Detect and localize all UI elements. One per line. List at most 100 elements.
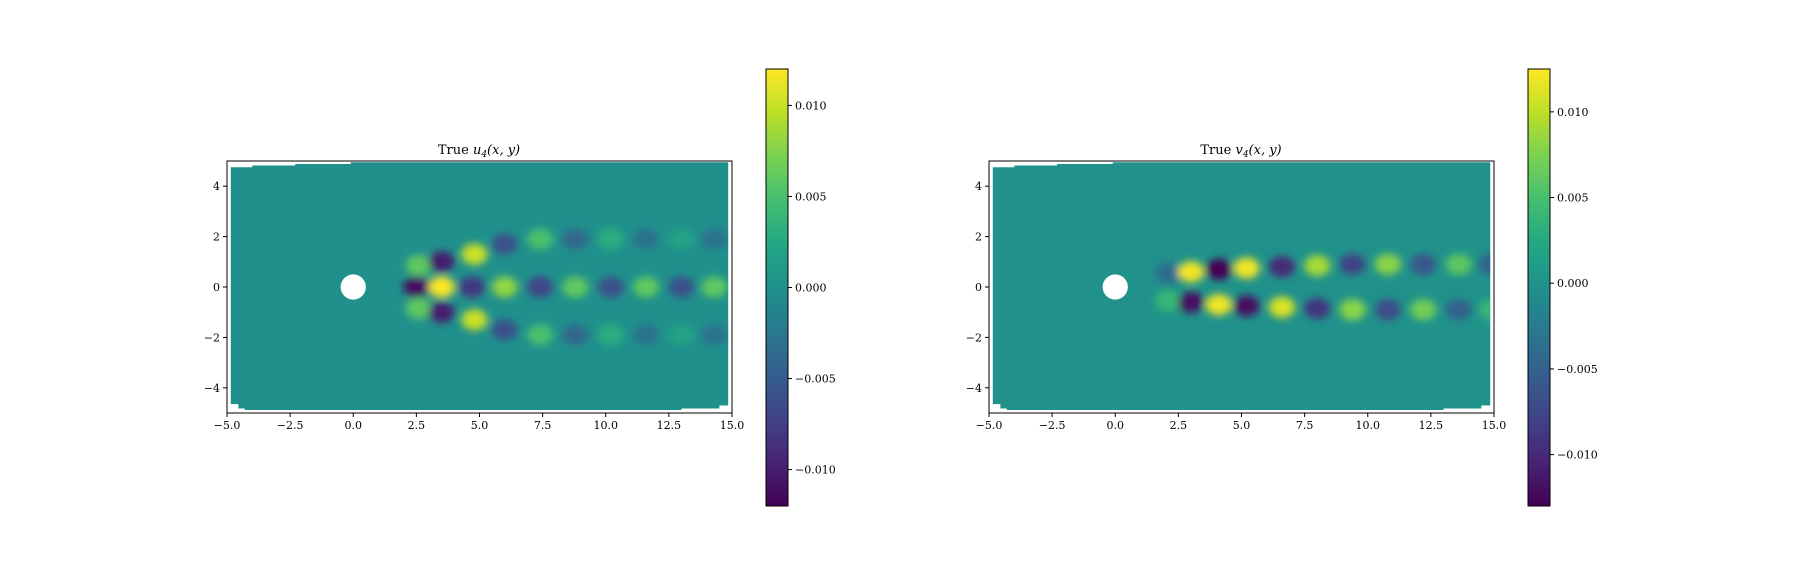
field-mode-blob — [597, 228, 624, 250]
field-mode-blob — [1177, 291, 1205, 313]
field-mode-blob — [1233, 257, 1260, 279]
field-mode-blob — [633, 324, 660, 346]
colorbar: −0.010 −0.005 0.000 0.005 0.010 — [1527, 68, 1598, 507]
field-mode-blob — [1374, 299, 1402, 321]
field-layer — [992, 162, 1491, 410]
x-tick-label: 5.0 — [1233, 419, 1251, 432]
colorbar-tick-label: −0.010 — [795, 464, 836, 477]
field-background — [992, 162, 1491, 410]
field-mode-blob — [1339, 299, 1366, 321]
x-tick-label: 2.5 — [408, 419, 426, 432]
field-mode-blob — [668, 324, 695, 346]
field-mode-blob — [1155, 262, 1182, 284]
colorbar-gradient — [1527, 68, 1551, 507]
field-mode-blob — [1177, 261, 1205, 283]
field-mode-blob — [458, 276, 486, 298]
field-mode-blob — [562, 228, 589, 250]
x-tick-label: 0.0 — [345, 419, 363, 432]
x-tick-label: 0.0 — [1107, 419, 1125, 432]
colorbar-tick-label: 0.000 — [1557, 277, 1589, 290]
field-mode-blob — [1304, 254, 1331, 277]
x-tick-label: −5.0 — [976, 419, 1003, 432]
field-mode-blob — [491, 276, 518, 298]
chart-title: True v4(x, y) — [1200, 143, 1281, 160]
y-tick-label: −2 — [966, 331, 982, 344]
field-mode-blob — [1205, 294, 1232, 316]
y-tick-label: 4 — [213, 180, 220, 193]
field-mode-blob — [428, 276, 455, 298]
field-mode-blob — [1445, 253, 1472, 275]
colorbar-tick-label: 0.005 — [1557, 192, 1589, 205]
x-tick-label: 15.0 — [720, 419, 745, 432]
field-mode-blob — [1445, 299, 1472, 321]
field-mode-blob — [668, 228, 695, 250]
y-tick-label: 0 — [213, 281, 220, 294]
x-tick-label: 5.0 — [471, 419, 489, 432]
y-tick-label: 0 — [975, 281, 982, 294]
colorbar-tick-label: 0.010 — [1557, 106, 1589, 119]
field-mode-blob — [562, 324, 589, 346]
field-mode-blob — [1155, 290, 1182, 312]
field-mode-blob — [526, 228, 554, 250]
chart-title: True u4(x, y) — [438, 143, 520, 160]
field-mode-blob — [701, 276, 728, 298]
x-tick-label: 15.0 — [1482, 419, 1507, 432]
field-mode-blob — [1268, 296, 1296, 318]
field-mode-blob — [491, 233, 518, 255]
field-mode-blob — [403, 276, 430, 298]
heatmap-panel-u4: True u4(x, y) −5.0 −2.5 0.0 2.5 5.0 7.5 10.0 12… — [204, 68, 836, 507]
field-mode-blob — [1478, 299, 1491, 321]
x-tick-label: 7.5 — [1296, 419, 1314, 432]
field-domain — [230, 162, 729, 410]
x-tick-label: 7.5 — [534, 419, 552, 432]
field-mode-blob — [461, 309, 488, 331]
field-mode-blob — [461, 243, 488, 265]
y-tick-label: 4 — [975, 180, 982, 193]
colorbar-tick-label: 0.010 — [795, 99, 827, 112]
colorbar-tick-label: −0.005 — [1557, 363, 1598, 376]
field-mode-blob — [597, 276, 624, 298]
field-mode-blob — [1410, 253, 1437, 275]
field-mode-blob — [1268, 256, 1296, 278]
x-tick-label: 10.0 — [1356, 419, 1381, 432]
field-mode-blob — [562, 276, 589, 298]
field-mode-blob — [1478, 253, 1491, 275]
x-tick-label: 12.5 — [657, 419, 682, 432]
colorbar: −0.010 −0.005 0.000 0.005 0.010 — [765, 68, 836, 507]
field-mode-blob — [526, 276, 554, 298]
field-mode-blob — [491, 319, 518, 341]
field-mode-blob — [405, 254, 433, 277]
x-tick-label: 10.0 — [594, 419, 619, 432]
colorbar-tick-label: 0.000 — [795, 282, 827, 295]
field-mode-blob — [405, 297, 433, 320]
axes: −5.0 −2.5 0.0 2.5 5.0 7.5 10.0 12.5 15.0 −4 −2 0 2 4 — [204, 160, 745, 432]
field-mode-blob — [701, 324, 728, 346]
cylinder-obstacle — [340, 274, 366, 300]
cylinder-obstacle — [1102, 274, 1128, 300]
field-mode-blob — [1410, 299, 1437, 321]
y-tick-label: −4 — [204, 382, 220, 395]
x-tick-label: 12.5 — [1419, 419, 1444, 432]
colorbar-tick-label: −0.010 — [1557, 449, 1598, 462]
field-mode-blob — [428, 251, 455, 273]
y-tick-label: −4 — [966, 382, 982, 395]
field-mode-blob — [701, 228, 728, 250]
field-mode-blob — [1233, 295, 1260, 317]
field-mode-blob — [633, 276, 660, 298]
field-layer — [230, 162, 729, 410]
x-tick-label: −5.0 — [214, 419, 241, 432]
x-tick-label: 2.5 — [1170, 419, 1188, 432]
heatmap-panel-v4: True v4(x, y) −5.0 −2.5 0.0 2.5 5.0 7.5 10.0 12… — [966, 68, 1598, 507]
field-mode-blob — [1304, 297, 1331, 320]
y-tick-label: 2 — [975, 231, 982, 244]
field-mode-blob — [633, 228, 660, 250]
field-mode-blob — [597, 324, 624, 346]
x-tick-label: −2.5 — [1039, 419, 1066, 432]
field-mode-blob — [1339, 253, 1366, 275]
axes: −5.0 −2.5 0.0 2.5 5.0 7.5 10.0 12.5 15.0 −4 −2 0 2 4 — [966, 160, 1507, 432]
field-mode-blob — [428, 301, 455, 323]
field-mode-blob — [1205, 258, 1232, 280]
colorbar-tick-label: 0.005 — [795, 190, 827, 203]
field-mode-blob — [668, 276, 695, 298]
